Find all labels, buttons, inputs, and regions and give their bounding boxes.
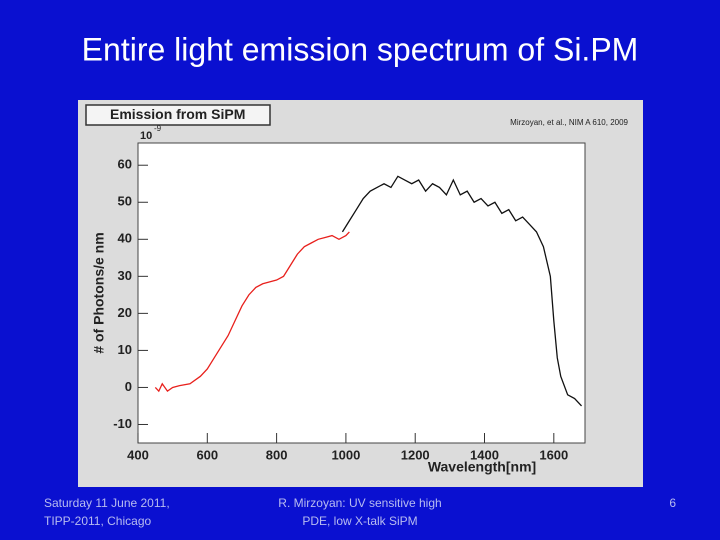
- y-tick-label: -10: [113, 416, 132, 431]
- x-tick-label: 400: [127, 447, 149, 462]
- data-line: [341, 175, 583, 407]
- x-tick-label: 1200: [401, 447, 430, 462]
- y-tick-label: 10: [118, 342, 132, 357]
- y-exponent-base: 10: [140, 130, 152, 142]
- footer-left: Saturday 11 June 2011,: [44, 496, 170, 510]
- x-tick-label: 800: [266, 447, 288, 462]
- footer-center: R. Mirzoyan: UV sensitive high: [278, 496, 441, 510]
- y-exponent-power: -9: [154, 124, 162, 133]
- footer-left: TIPP-2011, Chicago: [44, 514, 151, 528]
- y-tick-label: 60: [118, 157, 132, 172]
- y-tick-label: 50: [118, 194, 132, 209]
- data-line: [154, 231, 350, 393]
- x-tick-label: 1600: [539, 447, 568, 462]
- y-tick-label: 40: [118, 231, 132, 246]
- annotation: Mirzoyan, et al., NIM A 610, 2009: [510, 118, 628, 127]
- footer-center: PDE, low X-talk SiPM: [302, 514, 417, 528]
- x-tick-label: 600: [196, 447, 218, 462]
- y-tick-label: 30: [118, 268, 132, 283]
- x-axis-label: Wavelength[nm]: [428, 459, 536, 475]
- page-number: 6: [669, 496, 676, 510]
- y-axis-label: # of Photons/e nm: [91, 232, 107, 353]
- slide-title: Entire light emission spectrum of Si.PM: [82, 31, 639, 67]
- chart-title: Emission from SiPM: [110, 106, 245, 122]
- chart-title-box: [85, 104, 271, 126]
- plot-frame: [137, 142, 586, 444]
- x-tick-label: 1400: [470, 447, 499, 462]
- x-tick-label: 1000: [331, 447, 360, 462]
- y-tick-label: 20: [118, 305, 132, 320]
- y-tick-label: 0: [125, 379, 132, 394]
